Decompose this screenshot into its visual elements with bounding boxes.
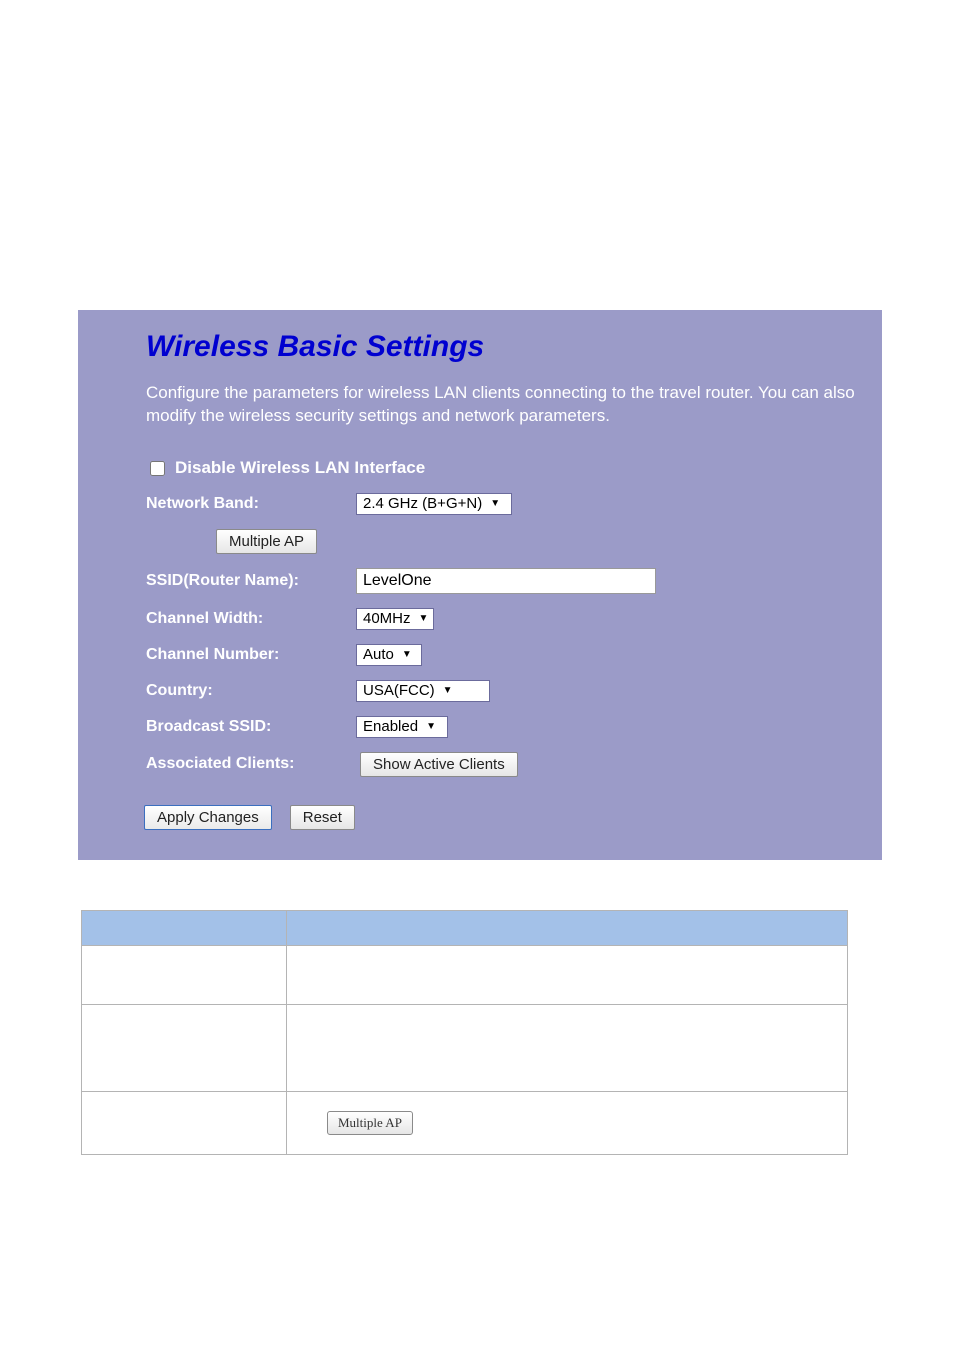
network-band-select[interactable]: 2.4 GHz (B+G+N) ▼ bbox=[356, 493, 512, 515]
description-table: Multiple AP bbox=[81, 910, 848, 1155]
network-band-row: Network Band: 2.4 GHz (B+G+N) ▼ bbox=[146, 493, 860, 515]
disable-wireless-label: Disable Wireless LAN Interface bbox=[175, 458, 425, 478]
channel-width-value: 40MHz bbox=[363, 610, 411, 627]
channel-width-label: Channel Width: bbox=[146, 610, 356, 628]
channel-number-value: Auto bbox=[363, 646, 394, 663]
broadcast-ssid-row: Broadcast SSID: Enabled ▼ bbox=[146, 716, 860, 738]
table-cell bbox=[82, 1004, 287, 1091]
network-band-value: 2.4 GHz (B+G+N) bbox=[363, 495, 482, 512]
reset-button[interactable]: Reset bbox=[290, 805, 355, 830]
ssid-input[interactable] bbox=[356, 568, 656, 594]
table-cell bbox=[82, 1091, 287, 1154]
channel-width-row: Channel Width: 40MHz ▼ bbox=[146, 608, 860, 630]
disable-wireless-checkbox[interactable] bbox=[150, 461, 165, 476]
table-header-row bbox=[82, 910, 848, 945]
country-row: Country: USA(FCC) ▼ bbox=[146, 680, 860, 702]
associated-clients-label: Associated Clients: bbox=[146, 755, 356, 773]
country-select[interactable]: USA(FCC) ▼ bbox=[356, 680, 490, 702]
channel-number-label: Channel Number: bbox=[146, 646, 356, 664]
table-row bbox=[82, 1004, 848, 1091]
apply-changes-button[interactable]: Apply Changes bbox=[144, 805, 272, 830]
chevron-down-icon: ▼ bbox=[402, 649, 412, 660]
country-value: USA(FCC) bbox=[363, 682, 435, 699]
table-row: Multiple AP bbox=[82, 1091, 848, 1154]
show-active-clients-button[interactable]: Show Active Clients bbox=[360, 752, 518, 777]
page-description: Configure the parameters for wireless LA… bbox=[146, 382, 860, 428]
table-multiple-ap-button[interactable]: Multiple AP bbox=[327, 1111, 413, 1135]
broadcast-ssid-select[interactable]: Enabled ▼ bbox=[356, 716, 448, 738]
broadcast-ssid-value: Enabled bbox=[363, 718, 418, 735]
associated-clients-row: Associated Clients: Show Active Clients bbox=[146, 752, 860, 777]
channel-width-select[interactable]: 40MHz ▼ bbox=[356, 608, 434, 630]
table-cell bbox=[82, 945, 287, 1004]
table-cell: Multiple AP bbox=[287, 1091, 848, 1154]
chevron-down-icon: ▼ bbox=[443, 685, 453, 696]
table-header-cell bbox=[82, 910, 287, 945]
network-band-label: Network Band: bbox=[146, 495, 356, 513]
table-cell bbox=[287, 945, 848, 1004]
multiple-ap-button[interactable]: Multiple AP bbox=[216, 529, 317, 554]
chevron-down-icon: ▼ bbox=[490, 498, 500, 509]
ssid-row: SSID(Router Name): bbox=[146, 568, 860, 594]
disable-wireless-row: Disable Wireless LAN Interface bbox=[146, 458, 860, 479]
chevron-down-icon: ▼ bbox=[419, 613, 429, 624]
table-row bbox=[82, 945, 848, 1004]
page-title: Wireless Basic Settings bbox=[146, 330, 860, 364]
settings-panel: Wireless Basic Settings Configure the pa… bbox=[78, 310, 882, 860]
channel-number-select[interactable]: Auto ▼ bbox=[356, 644, 422, 666]
submit-row: Apply Changes Reset bbox=[144, 805, 860, 830]
table-cell bbox=[287, 1004, 848, 1091]
channel-number-row: Channel Number: Auto ▼ bbox=[146, 644, 860, 666]
chevron-down-icon: ▼ bbox=[426, 721, 436, 732]
country-label: Country: bbox=[146, 682, 356, 700]
broadcast-ssid-label: Broadcast SSID: bbox=[146, 718, 356, 736]
ssid-label: SSID(Router Name): bbox=[146, 572, 356, 590]
table-header-cell bbox=[287, 910, 848, 945]
